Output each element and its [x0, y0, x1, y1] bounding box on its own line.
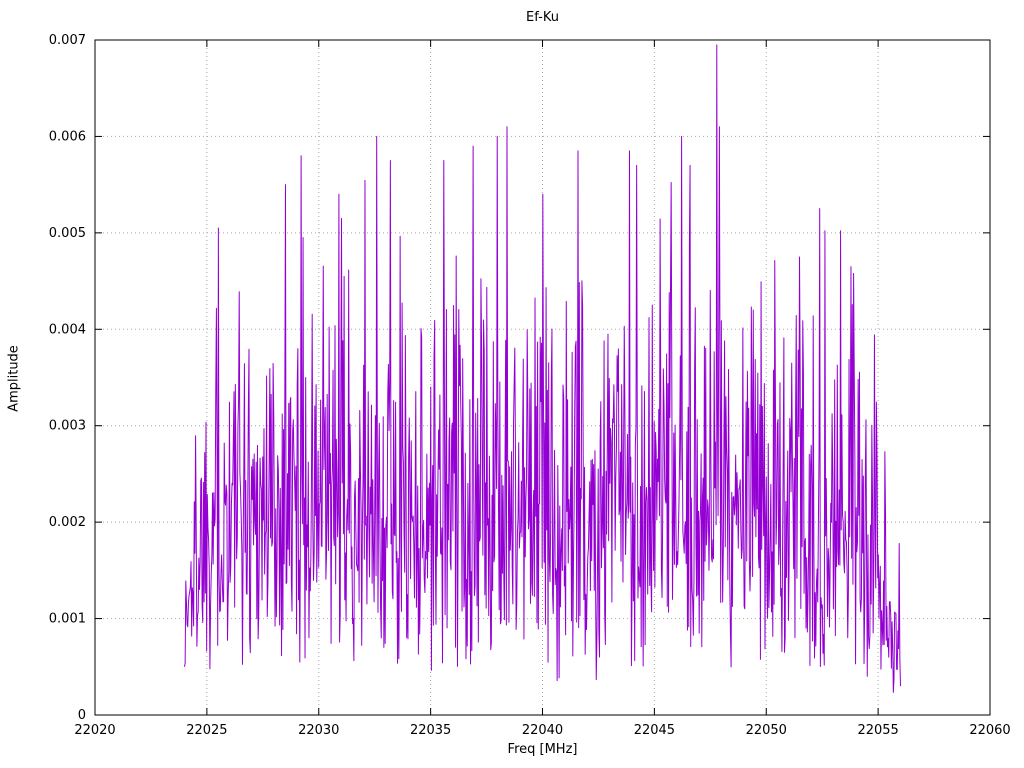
y-tick-label: 0.001 — [49, 612, 86, 627]
x-tick-label: 22020 — [74, 723, 115, 738]
x-tick-label: 22045 — [634, 723, 675, 738]
x-tick-label: 22035 — [410, 723, 451, 738]
y-tick-label: 0.002 — [49, 515, 86, 530]
x-tick-label: 22025 — [186, 723, 227, 738]
x-tick-label: 22030 — [298, 723, 339, 738]
spectrum-trace — [184, 44, 901, 693]
y-tick-label: 0.004 — [49, 322, 86, 337]
x-tick-label: 22040 — [522, 723, 563, 738]
x-tick-label: 22050 — [746, 723, 787, 738]
x-tick-label: 22055 — [857, 723, 898, 738]
y-tick-label: 0.007 — [49, 33, 86, 48]
y-tick-label: 0.005 — [49, 226, 86, 241]
x-tick-label: 22060 — [969, 723, 1010, 738]
y-tick-label: 0.003 — [49, 419, 86, 434]
y-tick-label: 0.006 — [49, 129, 86, 144]
x-axis-label: Freq [MHz] — [507, 742, 578, 757]
chart-title: Ef-Ku — [526, 10, 559, 25]
y-tick-label: 0 — [78, 708, 86, 723]
